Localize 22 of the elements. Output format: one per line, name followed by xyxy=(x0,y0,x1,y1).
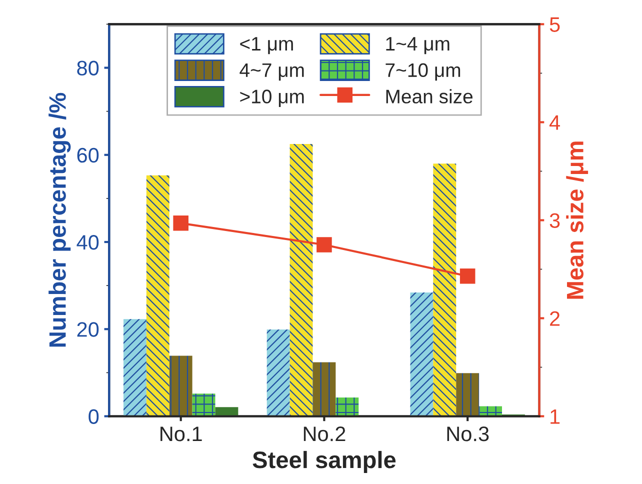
y2-tick-label: 4 xyxy=(549,115,560,130)
y-tick-label: 0 xyxy=(88,409,99,424)
legend-label: 1~4 μm xyxy=(386,37,450,54)
legend-label: Mean size xyxy=(386,89,472,104)
y2-tick-label: 2 xyxy=(550,311,560,326)
legend-label: <1 μm xyxy=(240,37,293,54)
x-tick-label: No.2 xyxy=(304,426,346,442)
y2-tick-label: 1 xyxy=(550,409,560,424)
y-tick-label: 80 xyxy=(77,60,99,76)
y-tick-label: 40 xyxy=(76,235,99,250)
y2-tick-label: 3 xyxy=(550,213,560,228)
legend-label: 4~7 μm xyxy=(240,63,304,81)
x-tick-label: No.1 xyxy=(160,426,202,442)
y2-tick-label: 5 xyxy=(550,17,560,32)
legend-label: 7~10 μm xyxy=(386,63,460,81)
x-axis-title: Steel sample xyxy=(252,450,396,473)
y-tick-label: 20 xyxy=(77,322,99,337)
legend-label: >10 μm xyxy=(240,90,304,107)
y-tick-label: 60 xyxy=(77,148,99,163)
x-tick-label: No.3 xyxy=(447,426,489,442)
y2-axis-title: Mean size /μm xyxy=(566,142,588,299)
y-axis-title: Number percentage /% xyxy=(48,92,71,347)
